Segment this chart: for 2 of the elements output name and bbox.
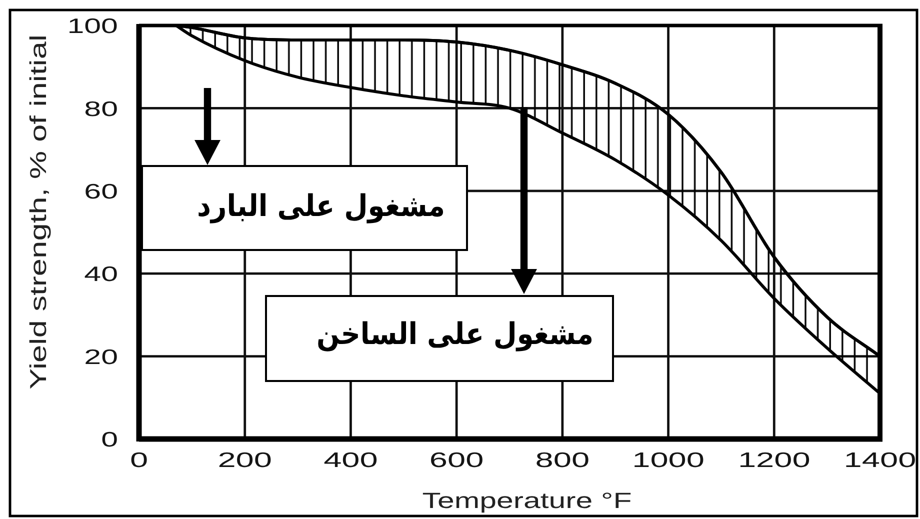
annotation: مشغول على الساخن <box>316 316 594 352</box>
annotation: مشغول على البارد <box>197 188 445 224</box>
